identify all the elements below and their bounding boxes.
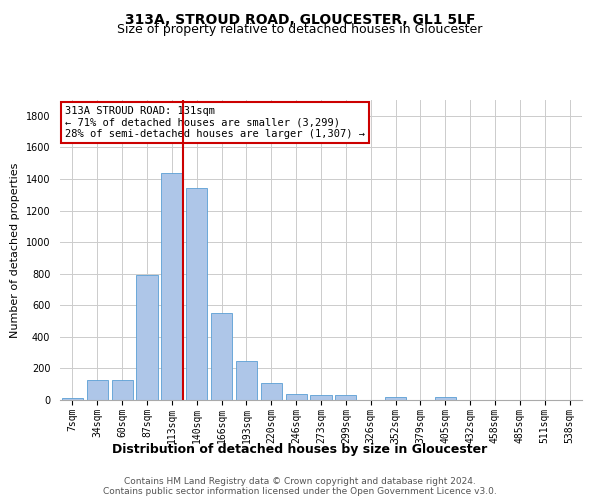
Bar	[211, 313, 232, 400]
Bar	[87, 380, 108, 400]
Bar	[161, 172, 182, 400]
Text: Contains public sector information licensed under the Open Government Licence v3: Contains public sector information licen…	[103, 488, 497, 496]
Bar	[112, 380, 133, 400]
Bar	[186, 188, 207, 400]
Bar	[385, 397, 406, 400]
Bar	[236, 361, 257, 400]
Text: Distribution of detached houses by size in Gloucester: Distribution of detached houses by size …	[112, 442, 488, 456]
Bar	[136, 276, 158, 400]
Bar	[335, 396, 356, 400]
Text: Size of property relative to detached houses in Gloucester: Size of property relative to detached ho…	[118, 22, 482, 36]
Text: Contains HM Land Registry data © Crown copyright and database right 2024.: Contains HM Land Registry data © Crown c…	[124, 478, 476, 486]
Text: 313A, STROUD ROAD, GLOUCESTER, GL1 5LF: 313A, STROUD ROAD, GLOUCESTER, GL1 5LF	[125, 12, 475, 26]
Bar	[286, 394, 307, 400]
Text: 313A STROUD ROAD: 131sqm
← 71% of detached houses are smaller (3,299)
28% of sem: 313A STROUD ROAD: 131sqm ← 71% of detach…	[65, 106, 365, 139]
Bar	[310, 396, 332, 400]
Y-axis label: Number of detached properties: Number of detached properties	[10, 162, 20, 338]
Bar	[62, 398, 83, 400]
Bar	[435, 397, 456, 400]
Bar	[261, 382, 282, 400]
